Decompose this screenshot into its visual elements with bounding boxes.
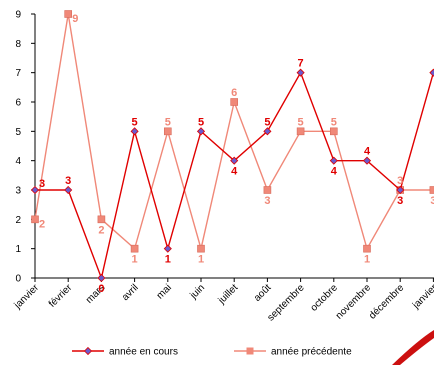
legend-label-previous-year: année précédente xyxy=(271,347,352,358)
x-tick-label: février xyxy=(47,282,75,310)
data-label-current-year: 3 xyxy=(397,195,403,207)
y-tick-label: 7 xyxy=(15,68,21,79)
series-layer xyxy=(30,10,434,283)
y-tick-label: 3 xyxy=(15,186,21,197)
y-tick-label: 2 xyxy=(15,215,21,226)
axes xyxy=(31,13,434,282)
x-tick-label: janvier xyxy=(410,282,434,312)
y-tick-label: 6 xyxy=(15,98,21,109)
data-point-current-year xyxy=(396,185,405,195)
data-label-current-year: 3 xyxy=(65,175,71,187)
corner-swoosh-decoration xyxy=(392,330,434,365)
x-axis-tick-labels: janvier février mars avril mai juin juillet aoû… xyxy=(12,282,434,324)
x-tick-label: novembre xyxy=(334,282,374,322)
y-tick-label: 1 xyxy=(15,244,21,255)
data-point-previous-year xyxy=(164,127,172,136)
data-label-current-year: 5 xyxy=(198,116,204,128)
data-point-current-year xyxy=(429,68,434,77)
x-tick-label: mai xyxy=(155,282,174,301)
x-tick-label: juin xyxy=(188,282,208,302)
data-label-current-year: 4 xyxy=(364,146,371,158)
y-tick-label: 4 xyxy=(15,156,21,167)
data-label-previous-year: 1 xyxy=(132,254,138,266)
data-label-current-year: 4 xyxy=(331,166,338,178)
data-label-current-year: 5 xyxy=(132,116,138,128)
y-tick-label: 5 xyxy=(15,127,21,138)
data-label-previous-year: 2 xyxy=(39,218,45,230)
data-point-previous-year xyxy=(296,127,305,136)
data-label-current-year: 5 xyxy=(264,116,270,128)
data-point-previous-year xyxy=(31,215,39,224)
data-label-current-year: 3 xyxy=(39,178,45,190)
data-point-current-year xyxy=(196,127,206,136)
data-point-current-year xyxy=(130,127,139,136)
data-point-previous-year xyxy=(329,127,338,136)
data-point-current-year xyxy=(329,156,338,165)
legend: année en cours année précédente xyxy=(72,347,352,358)
data-label-current-year: 0 xyxy=(98,283,104,295)
y-tick-label: 8 xyxy=(15,39,21,50)
x-tick-label: avril xyxy=(120,282,141,303)
data-point-current-year xyxy=(362,156,372,165)
data-point-current-year xyxy=(30,185,40,195)
data-label-current-year: 4 xyxy=(231,166,238,178)
data-label-current-year: 1 xyxy=(165,254,171,266)
data-label-previous-year: 3 xyxy=(264,195,270,207)
data-label-previous-year: 1 xyxy=(198,254,204,266)
x-tick-label: octobre xyxy=(309,282,341,314)
data-point-previous-year xyxy=(130,244,139,253)
x-tick-label: août xyxy=(252,282,274,304)
x-tick-label: juillet xyxy=(216,282,241,307)
y-axis-tick-labels: 0 1 2 3 4 5 6 7 8 9 xyxy=(15,10,21,285)
data-label-previous-year: 3 xyxy=(430,195,434,207)
data-point-previous-year xyxy=(197,244,205,253)
data-label-previous-year: 5 xyxy=(165,116,171,128)
legend-label-current-year: année en cours xyxy=(109,347,178,358)
legend-marker-diamond xyxy=(83,346,93,356)
data-label-previous-year: 5 xyxy=(298,116,304,128)
data-point-current-year xyxy=(163,244,172,253)
data-point-previous-year xyxy=(429,186,434,194)
series-line-previous-year xyxy=(34,13,434,251)
data-point-current-year xyxy=(230,156,239,165)
data-point-current-year xyxy=(97,273,106,283)
data-label-current-year: 7 xyxy=(298,58,304,70)
data-point-current-year xyxy=(64,185,73,195)
data-point-previous-year xyxy=(230,98,238,106)
data-point-previous-year xyxy=(363,244,371,253)
data-label-previous-year: 2 xyxy=(98,224,104,236)
x-tick-label: décembre xyxy=(367,282,407,322)
data-point-previous-year xyxy=(263,186,272,194)
data-label-previous-year: 5 xyxy=(331,116,337,128)
data-label-previous-year: 3 xyxy=(397,175,403,187)
data-point-previous-year xyxy=(97,215,106,224)
x-tick-label: septembre xyxy=(266,282,307,323)
legend-marker-square xyxy=(246,347,254,355)
data-labels-layer: 2 9 2 1 5 1 6 3 5 5 1 3 3 3 3 0 5 1 5 4 5 7 4 4 3 xyxy=(39,13,434,295)
x-tick-label: janvier xyxy=(12,282,42,312)
y-tick-label: 0 xyxy=(15,274,21,285)
data-label-previous-year: 6 xyxy=(231,87,237,99)
data-point-previous-year xyxy=(64,10,72,18)
data-label-previous-year: 1 xyxy=(364,254,370,266)
y-tick-label: 9 xyxy=(15,10,21,21)
data-point-current-year xyxy=(296,68,305,77)
data-point-current-year xyxy=(263,127,272,136)
data-label-previous-year: 9 xyxy=(72,13,78,25)
